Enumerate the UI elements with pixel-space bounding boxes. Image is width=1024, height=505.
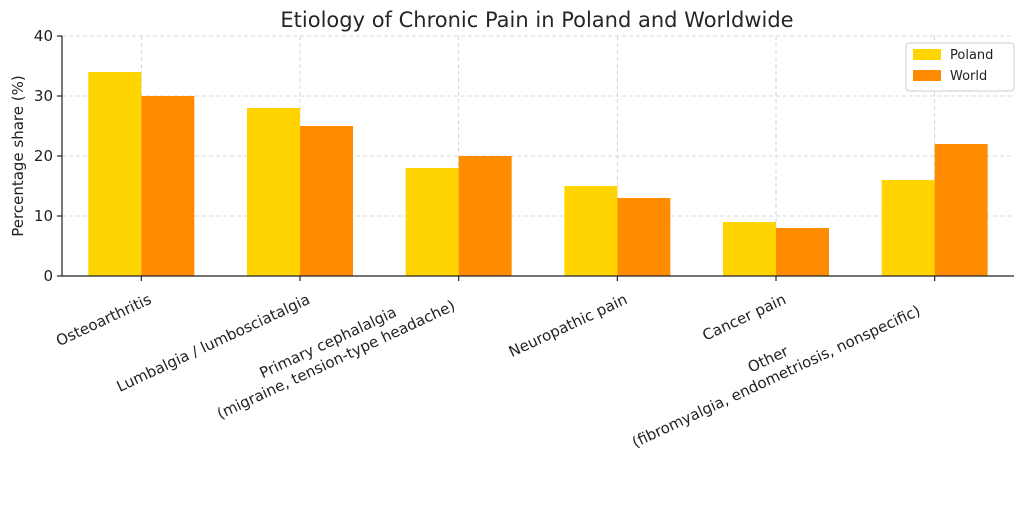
x-tick-label: Primary cephalalgia(migraine, tension-ty… (206, 279, 458, 423)
bar-world-1 (300, 126, 353, 276)
bars-layer (88, 72, 988, 276)
chart-title: Etiology of Chronic Pain in Poland and W… (280, 8, 793, 32)
y-tick-label: 0 (43, 267, 53, 285)
y-tick-label: 40 (34, 27, 53, 45)
bar-world-0 (141, 96, 195, 276)
bar-poland-5 (881, 180, 935, 276)
y-tick-label: 30 (34, 87, 53, 105)
legend: Poland World (905, 42, 1015, 92)
x-tick-label: Osteoarthritis (53, 290, 154, 350)
y-axis-label: Percentage share (%) (9, 75, 27, 236)
legend-label-poland: Poland (950, 48, 993, 63)
grid-layer (62, 35, 1014, 276)
bar-poland-2 (405, 168, 459, 276)
legend-swatch-poland (913, 49, 941, 60)
bar-world-2 (458, 156, 512, 276)
y-tick-label: 10 (34, 207, 53, 225)
bar-world-3 (617, 198, 671, 276)
bar-poland-1 (247, 108, 300, 276)
bar-poland-4 (723, 222, 776, 276)
bar-world-4 (776, 228, 829, 276)
bar-poland-0 (88, 72, 142, 276)
axes-layer (57, 35, 1014, 281)
bar-world-5 (934, 144, 988, 276)
legend-label-world: World (950, 69, 987, 84)
x-tick-label: Cancer pain (700, 290, 789, 344)
y-tick-labels: 0 10 20 30 40 (34, 27, 53, 285)
legend-swatch-world (913, 70, 941, 81)
bar-poland-3 (564, 186, 618, 276)
x-tick-label: Neuropathic pain (506, 290, 630, 361)
y-tick-label: 20 (34, 147, 53, 165)
